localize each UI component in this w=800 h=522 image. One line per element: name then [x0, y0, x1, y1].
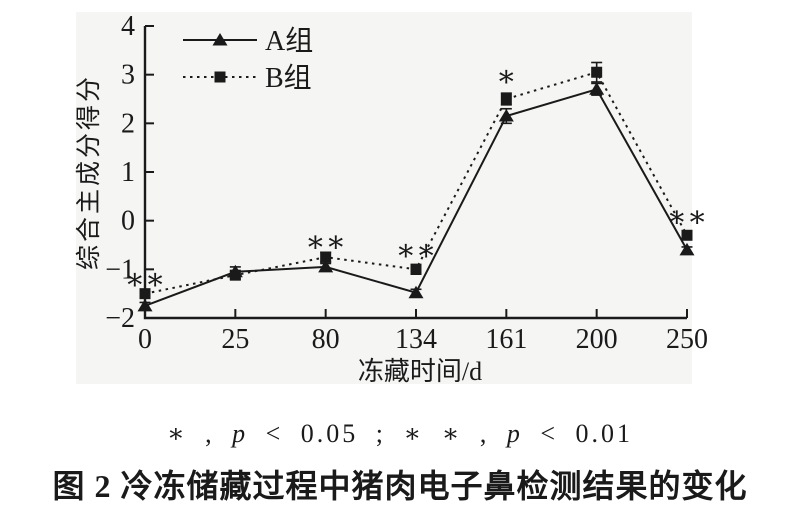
x-tick-label: 161 — [485, 324, 527, 355]
series-A组-marker — [679, 242, 695, 256]
x-tick-label: 250 — [666, 324, 708, 355]
x-tick-label: 80 — [312, 324, 340, 355]
y-tick-label: 0 — [121, 206, 135, 237]
y-axis-title: 综合主成分得分 — [75, 74, 103, 270]
figure-caption: 图 2 冷冻储藏过程中猪肉电子鼻检测结果的变化 — [52, 468, 748, 504]
y-tick-label: −1 — [105, 254, 135, 285]
x-tick-label: 25 — [221, 324, 249, 355]
legend-B组-marker — [214, 71, 226, 83]
significance-stars: ∗∗ — [667, 200, 708, 233]
series-B组-marker — [139, 288, 151, 300]
series-B组-marker — [320, 251, 332, 263]
y-tick-label: −2 — [105, 303, 135, 334]
y-tick-label: 3 — [121, 60, 135, 91]
note-text: ∗ , — [166, 419, 233, 448]
legend-A组-label: A组 — [265, 25, 313, 57]
series-B组-marker — [410, 263, 422, 275]
note-text: < 0.05 ; — [248, 419, 404, 448]
series-A组-marker — [408, 285, 424, 299]
y-tick-label: 2 — [121, 108, 135, 139]
series-A组-marker — [227, 264, 243, 278]
series-A组-marker — [318, 259, 334, 273]
legend-A组-marker — [212, 33, 228, 46]
series-B组-marker — [681, 229, 693, 241]
x-tick-label: 134 — [395, 324, 437, 355]
y-tick-label: 1 — [121, 157, 135, 188]
x-axis-title: 冻藏时间/d — [358, 357, 482, 386]
series-A组-marker — [498, 109, 514, 122]
note-text: < 0.01 — [522, 419, 634, 448]
series-A组-marker — [137, 298, 153, 312]
p-value-symbol: p — [232, 419, 249, 448]
series-A组-marker — [589, 82, 605, 95]
significance-stars: ∗∗ — [396, 234, 437, 267]
x-tick-label: 0 — [138, 324, 152, 355]
significance-note: ∗ , p < 0.05 ; ∗ ∗ , p < 0.01 — [0, 419, 800, 449]
legend-B组-label: B组 — [265, 62, 312, 94]
significance-stars: ∗ — [496, 60, 516, 93]
series-B组-marker — [591, 66, 603, 78]
x-tick-label: 200 — [576, 324, 618, 355]
series-B组-marker — [500, 93, 512, 105]
significance-stars: ∗∗ — [125, 263, 166, 296]
y-tick-label: 4 — [121, 11, 135, 42]
significance-stars: ∗∗ — [305, 226, 346, 259]
p-value-symbol: p — [506, 419, 523, 448]
note-text: ∗ ∗ , — [403, 419, 507, 448]
